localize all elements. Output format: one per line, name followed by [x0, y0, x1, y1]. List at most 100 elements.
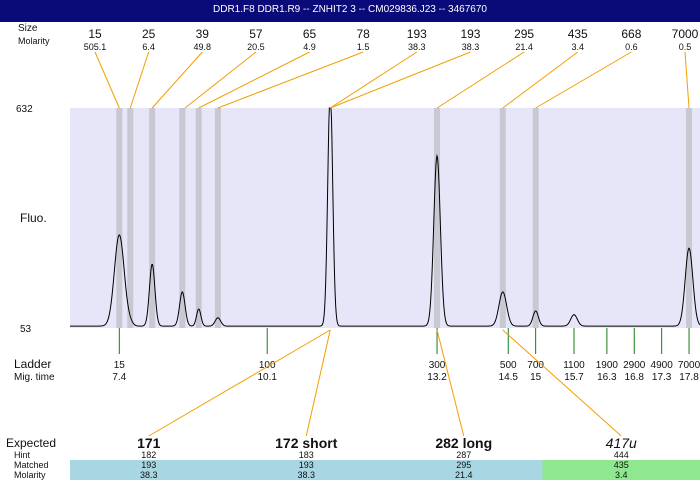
hint-row-label: Hint: [14, 450, 31, 460]
peak-molarity-label: 4.9: [303, 42, 316, 52]
peak-size-label: 25: [142, 27, 156, 41]
peak-band: [686, 108, 693, 328]
hint-value: 287: [456, 450, 471, 460]
peak-leader-line: [198, 51, 310, 109]
peak-leader-line: [151, 51, 203, 109]
peak-leader-line: [330, 51, 471, 109]
peak-band: [532, 108, 539, 328]
expected-label: 417u: [606, 435, 637, 451]
matched-cell: [542, 460, 700, 480]
molarity-value: 21.4: [455, 470, 473, 480]
peak-band: [499, 108, 506, 328]
matched-row-label: Matched: [14, 460, 49, 470]
expected-leader-line: [502, 329, 622, 437]
peak-leader-line: [436, 51, 525, 109]
ladder-time-label: 13.2: [427, 372, 447, 383]
ladder-size-label: 100: [259, 360, 276, 371]
plot-area: [70, 108, 700, 328]
expected-leader-line: [305, 329, 331, 437]
peak-size-label: 435: [568, 27, 588, 41]
y-tick-max: 632: [16, 104, 33, 115]
peak-size-label: 78: [357, 27, 371, 41]
matched-value: 193: [299, 460, 314, 470]
ladder-size-label: 1100: [563, 360, 585, 371]
ladder-time-label: 15.7: [564, 372, 584, 383]
peak-molarity-label: 0.5: [679, 42, 692, 52]
ladder-size-label: 4900: [651, 360, 674, 371]
peak-molarity-label: 49.8: [194, 42, 212, 52]
molarity-value: 3.4: [615, 470, 628, 480]
peak-molarity-label: 21.4: [515, 42, 533, 52]
peak-molarity-label: 6.4: [142, 42, 155, 52]
peak-size-label: 295: [514, 27, 534, 41]
peak-band: [116, 108, 123, 328]
peak-molarity-label: 505.1: [84, 42, 107, 52]
matched-value: 435: [614, 460, 629, 470]
molarity-value: 38.3: [140, 470, 158, 480]
ladder-time-label: 16.8: [625, 372, 645, 383]
molarity-value: 38.3: [297, 470, 315, 480]
peak-band: [434, 108, 441, 328]
ladder-time-label: 10.1: [257, 372, 277, 383]
expected-label: 172 short: [275, 435, 338, 451]
ladder-label: Ladder: [14, 357, 51, 371]
ladder-time-label: 17.3: [652, 372, 672, 383]
hint-value: 444: [614, 450, 629, 460]
y-axis-label: Fluo.: [20, 211, 47, 225]
ladder-time-label: 16.3: [597, 372, 617, 383]
peak-leader-line: [94, 51, 120, 109]
peak-leader-line: [535, 51, 632, 109]
title-bar: [0, 0, 700, 22]
peak-band: [179, 108, 186, 328]
peak-size-label: 668: [621, 27, 641, 41]
peak-molarity-label: 3.4: [571, 42, 584, 52]
peak-leader-line: [217, 51, 364, 109]
peak-band: [127, 108, 134, 328]
peak-leader-line: [184, 51, 257, 109]
peak-size-label: 57: [249, 27, 263, 41]
molarity-row-label: Molarity: [18, 36, 50, 46]
expected-label: 171: [137, 435, 161, 451]
hint-value: 183: [299, 450, 314, 460]
peak-leader-line: [684, 51, 690, 109]
peak-molarity-label: 38.3: [408, 42, 426, 52]
ladder-size-label: 300: [429, 360, 446, 371]
matched-cell: [227, 460, 385, 480]
ladder-size-label: 1900: [596, 360, 619, 371]
matched-cell: [385, 460, 543, 480]
expected-leader-line: [436, 329, 465, 437]
ladder-size-label: 500: [500, 360, 517, 371]
size-row-label: Size: [18, 23, 38, 34]
peak-size-label: 39: [196, 27, 210, 41]
peak-band: [195, 108, 202, 328]
peak-molarity-label: 20.5: [247, 42, 265, 52]
ladder-size-label: 7000: [678, 360, 700, 371]
ladder-size-label: 15: [114, 360, 126, 371]
matched-value: 193: [141, 460, 156, 470]
hint-value: 182: [141, 450, 156, 460]
ladder-size-label: 2900: [623, 360, 646, 371]
peak-size-label: 15: [88, 27, 102, 41]
peak-size-label: 193: [407, 27, 427, 41]
ladder-time-label: 7.4: [112, 372, 126, 383]
mig-time-label: Mig. time: [14, 372, 55, 383]
peak-molarity-label: 38.3: [462, 42, 480, 52]
ladder-time-label: 17.8: [679, 372, 699, 383]
expected-leader-line: [148, 329, 331, 437]
y-tick-min: 53: [20, 324, 32, 335]
peak-leader-line: [502, 51, 579, 109]
expected-label: 282 long: [435, 435, 492, 451]
expected-row-label: Expected: [6, 436, 56, 450]
peak-band: [149, 108, 156, 328]
chart-title: DDR1.F8 DDR1.R9 -- ZNHIT2 3 -- CM029836.…: [213, 4, 487, 15]
peak-size-label: 7000: [672, 27, 699, 41]
peak-size-label: 193: [460, 27, 480, 41]
peak-leader-line: [129, 51, 150, 109]
peak-size-label: 65: [303, 27, 317, 41]
matched-value: 295: [456, 460, 471, 470]
peak-molarity-label: 0.6: [625, 42, 638, 52]
matched-cell: [70, 460, 228, 480]
ladder-size-label: 700: [527, 360, 544, 371]
peak-molarity-label: 1.5: [357, 42, 370, 52]
